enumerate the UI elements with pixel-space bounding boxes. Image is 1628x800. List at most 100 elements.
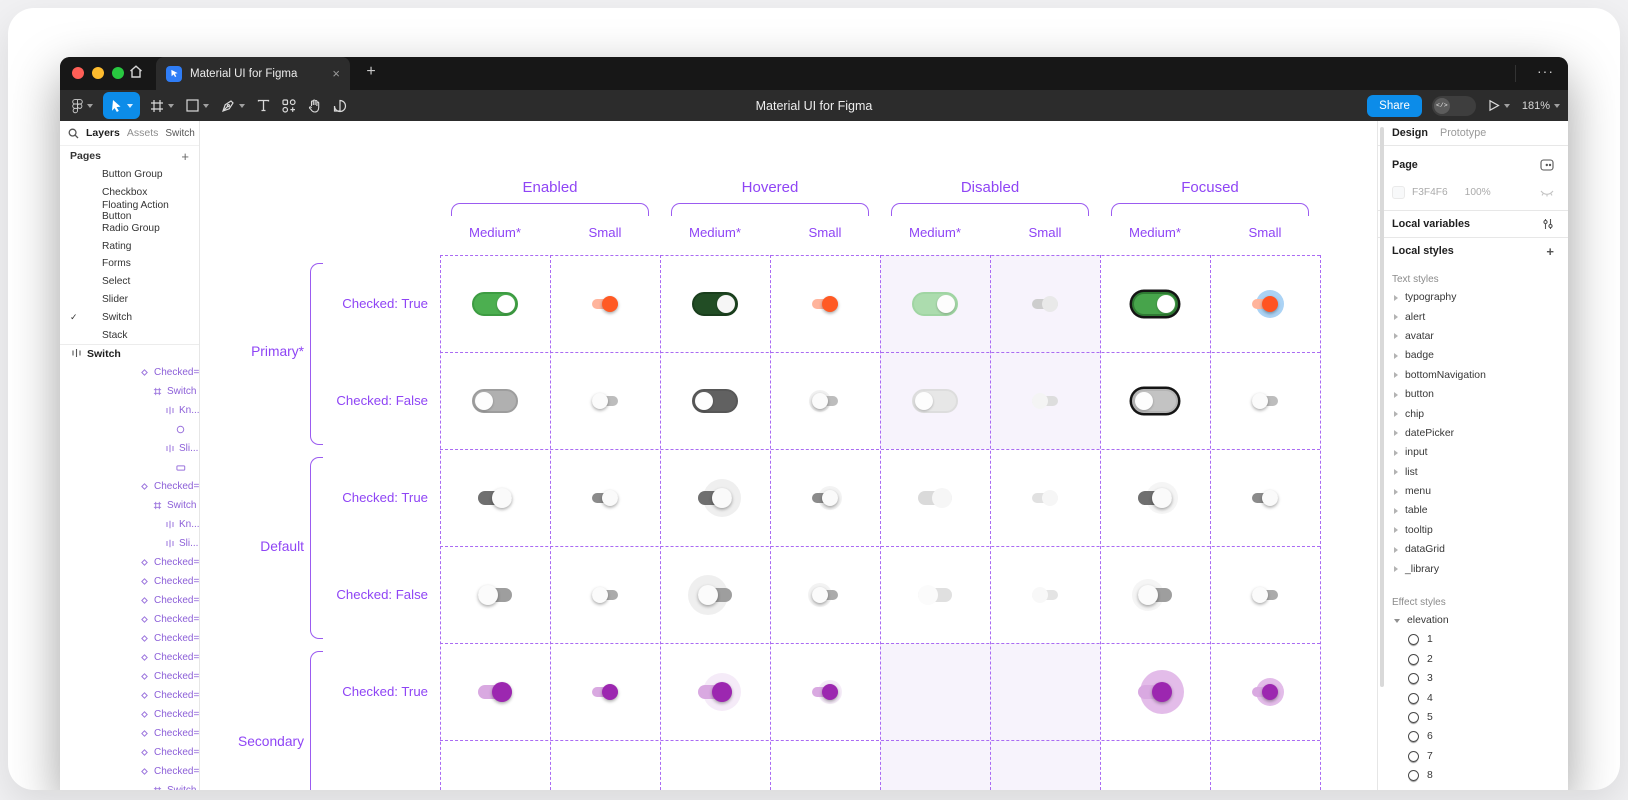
layer-row-checked-t-[interactable]: Checked=T... xyxy=(60,648,199,667)
layer-row-checked-f-[interactable]: Checked=F... xyxy=(60,743,199,762)
elevation-item-5[interactable]: 5 xyxy=(1378,708,1568,727)
elevation-item-7[interactable]: 7 xyxy=(1378,747,1568,766)
layer-row-checked-f-[interactable]: Checked=F... xyxy=(60,705,199,724)
switch-knob[interactable] xyxy=(602,295,618,312)
page-item-checkbox[interactable]: Checkbox xyxy=(60,184,199,202)
page-item-rating[interactable]: Rating xyxy=(60,237,199,255)
canvas[interactable]: Enabled Medium* Small Hovered Medium* Small Di… xyxy=(200,121,1377,790)
layer-row-switch[interactable]: Switch xyxy=(60,781,199,790)
switch-knob[interactable] xyxy=(602,489,618,506)
search-icon[interactable] xyxy=(68,128,79,139)
switch-knob[interactable] xyxy=(812,392,828,409)
comment-tool-button[interactable] xyxy=(327,90,353,121)
switch-knob[interactable] xyxy=(1152,487,1172,508)
layer-row-checked-t-[interactable]: Checked=T... xyxy=(60,610,199,629)
text-style-tooltip[interactable]: tooltip xyxy=(1378,521,1568,540)
text-style-chip[interactable]: chip xyxy=(1378,404,1568,423)
layer-row-switch[interactable]: Switch xyxy=(60,382,199,401)
text-style-list[interactable]: list xyxy=(1378,463,1568,482)
switch-knob[interactable] xyxy=(712,681,732,702)
switch-knob[interactable] xyxy=(1138,584,1158,605)
home-button[interactable] xyxy=(122,60,150,87)
shape-tool-button[interactable] xyxy=(180,90,215,121)
switch-knob[interactable] xyxy=(712,487,732,508)
layer-row-checked-t-[interactable]: Checked=T... xyxy=(60,553,199,572)
present-button[interactable] xyxy=(1486,90,1512,121)
switch-knob[interactable] xyxy=(1252,586,1268,603)
switch-knob[interactable] xyxy=(932,487,952,508)
close-window-button[interactable] xyxy=(72,67,84,79)
switch-knob[interactable] xyxy=(478,584,498,605)
share-button[interactable]: Share xyxy=(1367,94,1422,117)
switch-knob[interactable] xyxy=(1252,392,1268,409)
hide-fill-icon[interactable] xyxy=(1540,187,1554,197)
minimize-window-button[interactable] xyxy=(92,67,104,79)
switch-knob[interactable] xyxy=(602,683,618,700)
switch-knob[interactable] xyxy=(1042,295,1058,312)
switch-knob[interactable] xyxy=(822,295,838,312)
text-style-bottomNavigation[interactable]: bottomNavigation xyxy=(1378,366,1568,385)
tab-design[interactable]: Design xyxy=(1392,127,1428,139)
elevation-item-6[interactable]: 6 xyxy=(1378,727,1568,746)
switch-knob[interactable] xyxy=(698,584,718,605)
maximize-window-button[interactable] xyxy=(112,67,124,79)
layer-row-kn-[interactable]: Kn... xyxy=(60,401,199,420)
text-style-menu[interactable]: menu xyxy=(1378,482,1568,501)
switch-pill[interactable] xyxy=(1132,291,1178,316)
layer-row-rect[interactable] xyxy=(60,458,199,477)
layer-root-switch[interactable]: Switch xyxy=(60,345,199,363)
layer-row-checked-t-[interactable]: Checked=T... xyxy=(60,363,199,382)
page-color-swatch[interactable] xyxy=(1392,185,1405,199)
switch-knob[interactable] xyxy=(492,681,512,702)
layer-row-checked-t-[interactable]: Checked=T... xyxy=(60,591,199,610)
hand-tool-button[interactable] xyxy=(302,90,327,121)
panel-scrollbar[interactable] xyxy=(1380,127,1384,687)
page-color-opacity[interactable]: 100% xyxy=(1464,186,1491,198)
switch-knob[interactable] xyxy=(1262,489,1278,506)
text-style-avatar[interactable]: avatar xyxy=(1378,327,1568,346)
page-item-floating-action-button[interactable]: Floating Action Button xyxy=(60,200,199,222)
switch-knob[interactable] xyxy=(918,584,938,605)
layer-row-checked-t-[interactable]: Checked=T... xyxy=(60,572,199,591)
switch-knob[interactable] xyxy=(1032,392,1048,409)
layer-row-checked-f-[interactable]: Checked=F... xyxy=(60,762,199,781)
switch-knob[interactable] xyxy=(492,487,512,508)
text-style-input[interactable]: input xyxy=(1378,443,1568,462)
switch-pill[interactable] xyxy=(472,291,518,316)
layer-row-checked-t-[interactable]: Checked=T... xyxy=(60,629,199,648)
zoom-level-control[interactable]: 181% xyxy=(1522,100,1560,112)
switch-knob[interactable] xyxy=(1152,681,1172,702)
elevation-item-4[interactable]: 4 xyxy=(1378,688,1568,707)
text-style-_library[interactable]: _library xyxy=(1378,559,1568,578)
text-style-datePicker[interactable]: datePicker xyxy=(1378,424,1568,443)
file-tab[interactable]: Material UI for Figma × xyxy=(156,57,350,90)
page-item-stack[interactable]: Stack xyxy=(60,326,199,344)
add-style-button[interactable]: + xyxy=(1546,243,1554,259)
switch-knob[interactable] xyxy=(812,586,828,603)
page-color-hex[interactable]: F3F4F6 xyxy=(1412,186,1448,198)
text-style-typography[interactable]: typography xyxy=(1378,288,1568,307)
page-item-select[interactable]: Select xyxy=(60,273,199,291)
layer-row-switch[interactable]: Switch xyxy=(60,496,199,515)
switch-knob[interactable] xyxy=(592,392,608,409)
elevation-item-9[interactable]: 9 xyxy=(1378,785,1568,790)
switch-knob[interactable] xyxy=(1262,683,1278,700)
layer-row-checked-t-[interactable]: Checked=T... xyxy=(60,477,199,496)
layer-row-ellipse[interactable] xyxy=(60,420,199,439)
pen-tool-button[interactable] xyxy=(215,90,251,121)
variables-icon[interactable] xyxy=(1542,218,1554,230)
switch-pill[interactable] xyxy=(912,291,958,316)
switch-pill[interactable] xyxy=(692,388,738,413)
layer-row-kn-[interactable]: Kn... xyxy=(60,515,199,534)
page-selector[interactable]: Switch xyxy=(165,128,199,139)
page-item-switch[interactable]: ✓ Switch xyxy=(60,308,199,326)
main-menu-button[interactable] xyxy=(66,90,99,121)
switch-knob[interactable] xyxy=(592,586,608,603)
page-item-radio-group[interactable]: Radio Group xyxy=(60,219,199,237)
new-tab-button[interactable]: + xyxy=(366,63,376,80)
text-style-alert[interactable]: alert xyxy=(1378,307,1568,326)
layer-row-checked-f-[interactable]: Checked=F... xyxy=(60,667,199,686)
tab-assets[interactable]: Assets xyxy=(126,127,159,139)
actions-tool-button[interactable] xyxy=(276,90,302,121)
page-item-button-group[interactable]: Button Group xyxy=(60,166,199,184)
